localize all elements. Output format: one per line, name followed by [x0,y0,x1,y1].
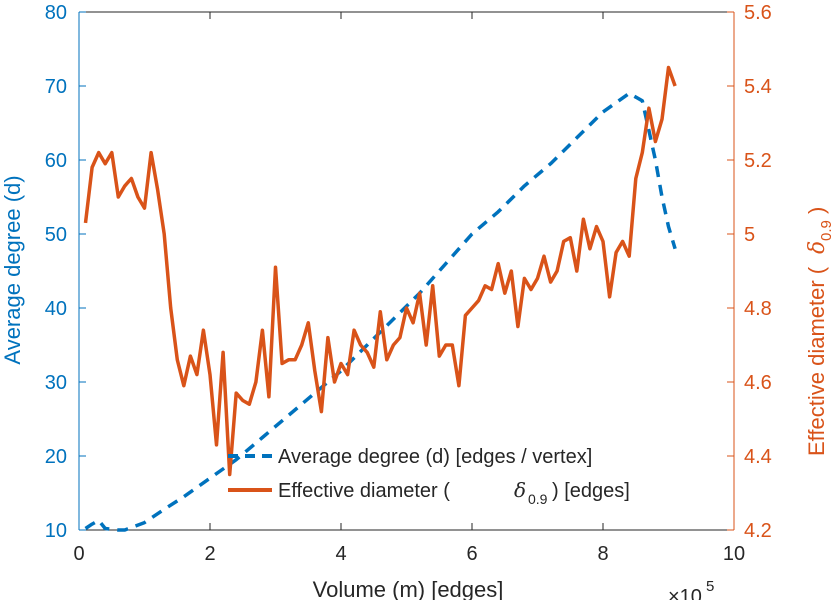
right-tick-label: 4.4 [744,446,772,468]
right-tick-label: 5.6 [744,2,772,24]
right-axis-title: Effective diameter ( δ 0.9 ) [804,207,835,456]
left-axis-title: Average degree (d) [0,175,25,364]
right-axis-title-symbol: δ [805,241,830,254]
x-exponent-power: 5 [706,578,714,595]
legend-label-delta-symbol: δ [514,478,526,502]
right-tick-label: 5.4 [744,76,772,98]
right-tick-label: 4.8 [744,298,772,320]
left-tick-label: 80 [45,2,67,24]
x-tick-label: 8 [597,543,608,565]
legend-label-effective-diameter-text: Effective diameter ( [278,480,450,502]
right-tick-label: 5 [744,224,755,246]
x-exponent-base: ×10 [668,586,702,600]
x-axis-title: Volume (m) [edges] [313,577,504,600]
series-line-average-degree [84,91,677,532]
right-axis-title-close: ) [804,207,829,214]
left-tick-label: 60 [45,150,67,172]
x-tick-label: 6 [466,543,477,565]
legend-label-effective-diameter: Effective diameter ( δ 0.9 ) [edges] [278,478,630,507]
series-layer [83,65,677,532]
left-tick-label: 50 [45,224,67,246]
plot-area [79,11,734,531]
left-tick-label: 20 [45,446,67,468]
left-tick-label: 70 [45,76,67,98]
x-axis-exponent: ×10 5 [668,578,714,600]
x-tick-label: 2 [204,543,215,565]
left-y-axis: 10 20 30 40 50 60 70 80 [45,2,86,542]
right-tick-label: 4.6 [744,372,772,394]
left-tick-label: 10 [45,520,67,542]
x-tick-label: 0 [73,543,84,565]
legend-label-effective-diameter-suffix: ) [edges] [552,480,630,502]
legend: Average degree (d) [edges / vertex] Effe… [228,446,630,507]
right-tick-label: 5.2 [744,150,772,172]
right-y-axis: 4.2 4.4 4.6 4.8 5 5.2 5.4 5.6 [727,2,772,542]
x-tick-label: 4 [335,543,346,565]
right-tick-label: 4.2 [744,520,772,542]
x-tick-label: 10 [723,543,745,565]
left-tick-label: 40 [45,298,67,320]
right-axis-title-subscript: 0.9 [818,220,835,241]
left-tick-label: 30 [45,372,67,394]
right-axis-title-text: Effective diameter ( [804,266,829,456]
x-axis: 0 2 4 6 8 10 [73,12,745,565]
legend-label-average-degree: Average degree (d) [edges / vertex] [278,446,592,468]
series-line-effective-diameter [83,65,677,477]
legend-label-delta-subscript: 0.9 [528,491,548,507]
